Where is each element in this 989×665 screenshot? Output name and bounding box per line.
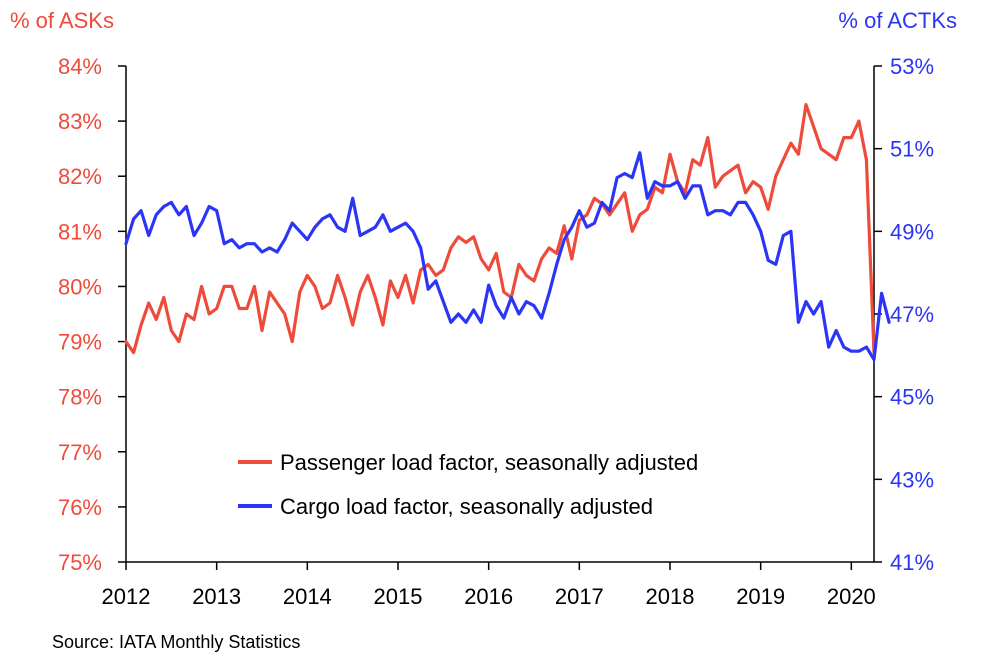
x-tick-label: 2019 xyxy=(736,584,785,609)
left-tick-label: 80% xyxy=(58,274,102,299)
left-axis-title: % of ASKs xyxy=(10,8,114,33)
right-ticks: 41% 43% 45% 47% 49% 51% 53% xyxy=(874,54,934,575)
right-tick-label: 45% xyxy=(890,385,934,410)
right-tick-label: 53% xyxy=(890,54,934,79)
right-tick-label: 49% xyxy=(890,219,934,244)
cargo-load-factor-line xyxy=(124,151,891,362)
right-tick-label: 47% xyxy=(890,302,934,327)
left-tick-label: 77% xyxy=(58,440,102,465)
left-tick-label: 79% xyxy=(58,330,102,355)
x-tick-label: 2014 xyxy=(283,584,332,609)
x-tick-label: 2020 xyxy=(827,584,876,609)
left-tick-label: 83% xyxy=(58,109,102,134)
left-tick-label: 82% xyxy=(58,164,102,189)
passenger-load-factor-line xyxy=(124,102,876,355)
x-tick-label: 2015 xyxy=(374,584,423,609)
x-tick-label: 2013 xyxy=(192,584,241,609)
series-lines xyxy=(124,102,891,362)
right-tick-label: 43% xyxy=(890,467,934,492)
x-tick-label: 2017 xyxy=(555,584,604,609)
right-tick-label: 51% xyxy=(890,137,934,162)
x-tick-label: 2018 xyxy=(646,584,695,609)
legend-label-cargo: Cargo load factor, seasonally adjusted xyxy=(280,494,653,519)
source-note: Source: IATA Monthly Statistics xyxy=(52,632,300,652)
x-tick-label: 2016 xyxy=(464,584,513,609)
left-tick-label: 84% xyxy=(58,54,102,79)
right-axis-title: % of ACTKs xyxy=(838,8,957,33)
left-ticks: 75% 76% 77% 78% 79% 80% 81% 82% 83% 84% xyxy=(58,54,126,575)
left-tick-label: 81% xyxy=(58,219,102,244)
right-tick-label: 41% xyxy=(890,550,934,575)
left-tick-label: 76% xyxy=(58,495,102,520)
left-tick-label: 75% xyxy=(58,550,102,575)
legend: Passenger load factor, seasonally adjust… xyxy=(238,450,698,519)
x-tick-label: 2012 xyxy=(102,584,151,609)
x-ticks: 2012 2013 2014 2015 2016 2017 2018 2019 2020 xyxy=(102,562,876,609)
legend-label-passenger: Passenger load factor, seasonally adjust… xyxy=(280,450,698,475)
left-tick-label: 78% xyxy=(58,385,102,410)
